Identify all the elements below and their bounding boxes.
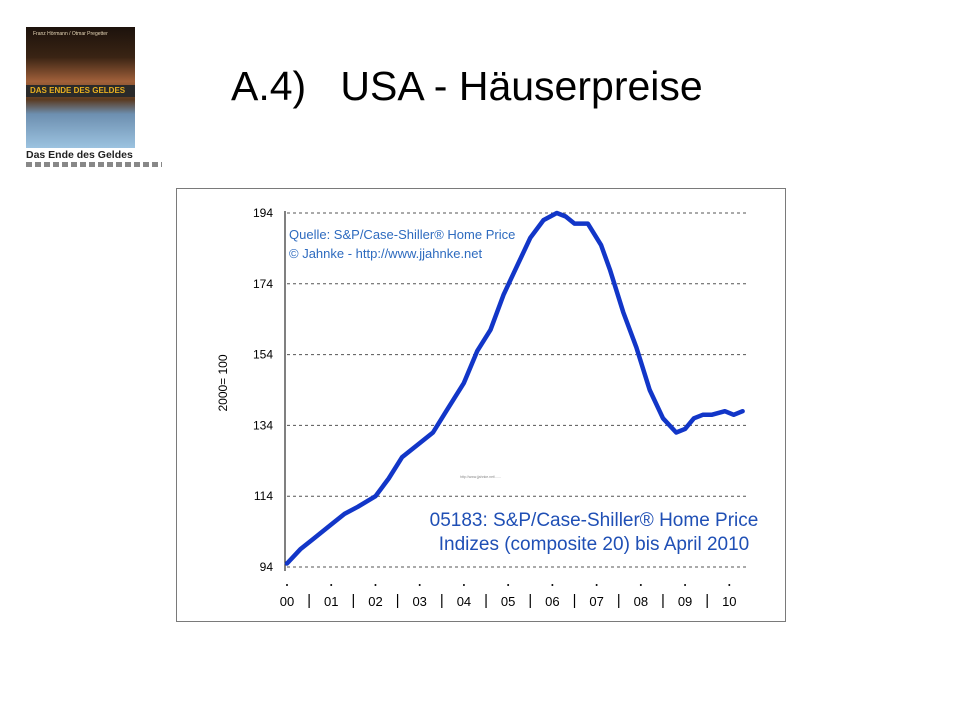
source-line-1: Quelle: S&P/Case-Shiller® Home Price [289,227,515,242]
slide-title: A.4) USA - Häuserpreise [231,63,703,109]
y-axis-label: 2000= 100 [216,354,230,411]
y-tick-labels: 94 114 134 154 174 194 [253,206,273,574]
chart-subtitle: Indizes (composite 20) bis April 2010 [439,534,750,555]
book-caption: Das Ende des Geldes [26,149,133,161]
y-tick-label: 174 [253,277,273,291]
x-tick-dot [595,584,598,586]
x-tick-label: 02 [368,594,382,609]
x-tick-dot [684,584,687,586]
x-tick-dot [330,584,333,586]
book-authors: Franz Hörmann / Otmar Pregetter [33,31,108,37]
y-tick-label: 154 [253,348,273,362]
y-tick-label: 134 [253,418,273,432]
x-tick-label: 03 [412,594,426,609]
y-tick-label: 114 [254,489,273,503]
x-tick-dot [418,584,421,586]
x-tick-label: 08 [634,594,648,609]
x-tick-label: 01 [324,594,338,609]
x-tick-label: 07 [589,594,603,609]
x-tick-dot [639,584,642,586]
book-cover-title: DAS ENDE DES GELDES [30,86,126,95]
source-line-2: © Jahnke - http://www.jjahnke.net [289,246,483,261]
tiny-url-text: http://www.jjahnke.net/...... [460,475,501,479]
x-tick-label: 05 [501,594,515,609]
x-tick-dot [507,584,510,586]
grid-lines [284,211,747,571]
x-tick-dot [286,584,288,586]
x-tick-label: 10 [722,594,736,609]
book-title-band: DAS ENDE DES GELDES [26,85,135,97]
chart-frame: 94 114 134 154 174 194 00 01 02 03 04 05 06 07 08 09 10… [176,188,786,622]
x-tick-label: 06 [545,594,559,609]
x-tick-dot [551,584,554,586]
series-line [284,210,745,566]
y-tick-label: 194 [253,206,273,220]
x-tick-label: 04 [457,594,471,609]
book-cover-image: Franz Hörmann / Otmar Pregetter DAS ENDE… [26,27,135,148]
chart-title: 05183: S&P/Case-Shiller® Home Price [430,510,759,531]
x-tick-label: 00 [280,594,294,609]
book-caption-cutoff [26,162,162,167]
x-axis: 00 01 02 03 04 05 06 07 08 09 10 [280,584,737,609]
chart-svg: 94 114 134 154 174 194 00 01 02 03 04 05 06 07 08 09 10… [216,206,759,609]
x-tick-dot [374,584,377,586]
y-tick-label: 94 [260,560,274,574]
book-cover-thumbnail: Franz Hörmann / Otmar Pregetter DAS ENDE… [26,27,162,167]
x-tick-label: 09 [678,594,692,609]
x-tick-dot [728,584,731,586]
series-group [284,210,745,566]
x-tick-dot [462,584,465,586]
